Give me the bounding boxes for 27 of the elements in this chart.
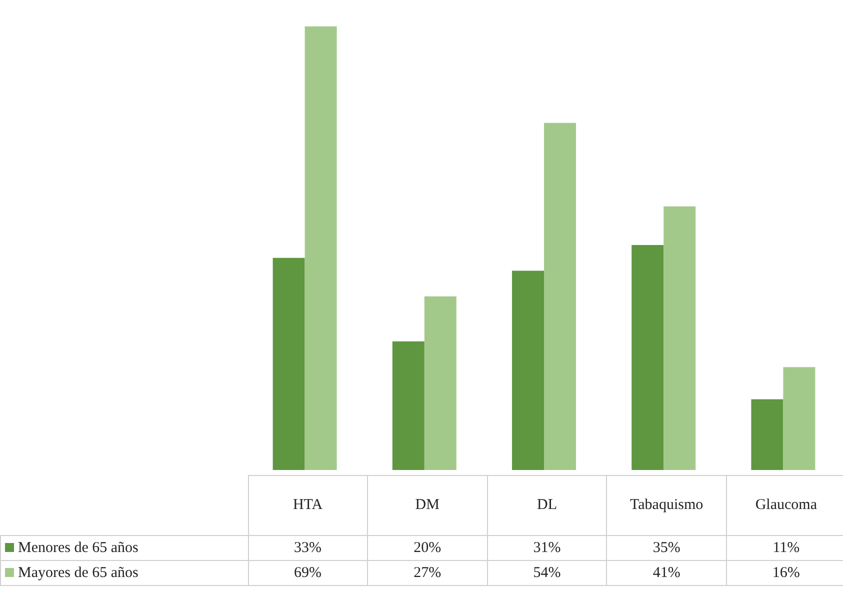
data-label: 20%: [368, 536, 488, 560]
legend-label: Mayores de 65 años: [0, 560, 248, 586]
bar: [512, 270, 544, 470]
x-tick-label: Tabaquismo: [606, 476, 726, 536]
bar: [392, 341, 424, 470]
bar: [664, 206, 696, 470]
bar: [783, 367, 816, 470]
data-label: 11%: [726, 536, 843, 560]
x-tick-label: DM: [368, 476, 488, 536]
x-tick-label: DL: [487, 476, 607, 536]
bar: [544, 122, 576, 470]
bar: [304, 26, 337, 470]
data-label: 69%: [248, 560, 368, 586]
bar: [424, 296, 456, 470]
bar: [272, 258, 305, 470]
data-label: 54%: [487, 560, 607, 586]
legend-label: Menores de 65 años: [0, 536, 248, 560]
data-label: 35%: [606, 536, 726, 560]
data-label: 27%: [368, 560, 488, 586]
x-tick-label: Glaucoma: [726, 476, 843, 536]
x-tick-label: HTA: [248, 476, 368, 536]
data-label: 41%: [606, 560, 726, 586]
bar: [632, 245, 664, 470]
data-label: 33%: [248, 536, 368, 560]
bar: [751, 399, 784, 470]
data-label: 31%: [487, 536, 607, 560]
data-label: 16%: [726, 560, 843, 586]
